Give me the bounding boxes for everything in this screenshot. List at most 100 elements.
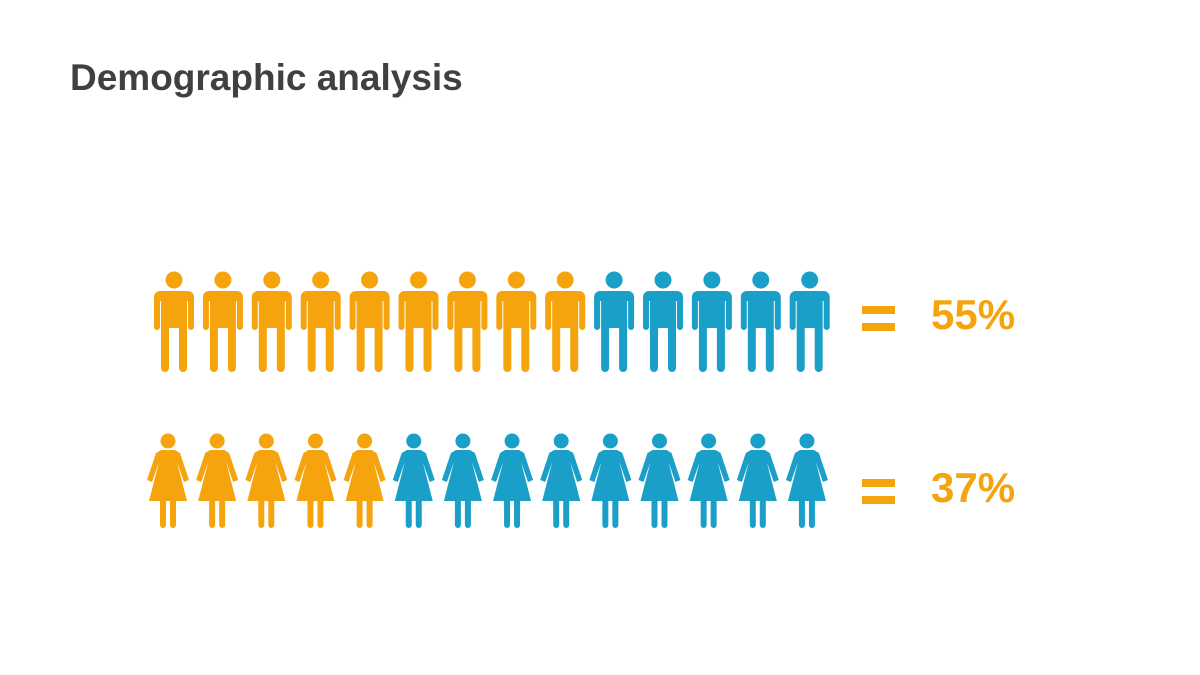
person-icon	[594, 271, 635, 372]
icon-leg	[759, 498, 766, 528]
icon-leg	[170, 498, 176, 528]
icon-leg	[661, 498, 668, 528]
icon-leg	[454, 498, 461, 528]
icon-body	[691, 291, 732, 372]
person-icon	[589, 433, 632, 528]
icon-leg	[563, 498, 570, 528]
person-icon	[300, 271, 341, 372]
icon-body	[540, 450, 583, 501]
icon-head	[361, 271, 379, 289]
person-icon	[343, 433, 386, 528]
icon-body	[251, 291, 292, 372]
icon-body	[594, 291, 635, 372]
icon-leg	[700, 498, 707, 528]
icon-body	[349, 291, 390, 372]
icon-body	[154, 291, 194, 372]
icon-leg	[209, 498, 216, 528]
icon-leg	[356, 498, 363, 528]
icon-head	[750, 433, 766, 449]
person-icon	[441, 433, 484, 528]
icon-body	[643, 291, 683, 372]
icon-body	[245, 450, 288, 501]
icon-head	[263, 271, 281, 289]
icon-body	[589, 450, 632, 501]
icon-head	[605, 271, 623, 289]
icon-leg	[307, 498, 314, 528]
icon-body	[202, 291, 243, 372]
icon-leg	[602, 498, 609, 528]
person-icon	[202, 271, 243, 372]
person-icon	[643, 271, 683, 372]
icon-leg	[160, 498, 166, 528]
icon-head	[406, 433, 422, 449]
icon-head	[654, 271, 672, 289]
person-icon	[491, 433, 534, 528]
icon-leg	[504, 498, 511, 528]
icon-head	[455, 433, 471, 449]
icon-head	[410, 271, 427, 289]
icon-head	[556, 271, 574, 289]
person-icon	[251, 271, 292, 372]
icon-leg	[258, 498, 265, 528]
icon-leg	[553, 498, 560, 528]
person-icon	[740, 271, 781, 372]
person-icon	[691, 271, 732, 372]
icon-head	[214, 271, 232, 289]
icon-body	[196, 450, 239, 501]
icon-body	[447, 291, 488, 372]
icon-body	[398, 291, 439, 372]
icon-head	[801, 271, 819, 289]
icon-head	[165, 271, 183, 289]
icon-leg	[749, 498, 756, 528]
icon-leg	[612, 498, 619, 528]
equals-bar	[862, 323, 895, 331]
person-icon	[196, 433, 239, 528]
icon-body	[392, 450, 435, 501]
icon-body	[740, 291, 781, 372]
person-icon	[496, 271, 537, 372]
equals-bar	[862, 479, 895, 487]
icon-leg	[415, 498, 422, 528]
icon-head	[703, 271, 721, 289]
icon-leg	[219, 498, 226, 528]
icon-body	[736, 450, 779, 501]
icon-leg	[514, 498, 521, 528]
icon-body	[638, 450, 681, 501]
icon-body	[294, 450, 337, 501]
icon-leg	[798, 498, 805, 528]
icon-leg	[405, 498, 412, 528]
person-icon	[147, 433, 189, 528]
icon-head	[458, 271, 476, 289]
percent-label: 55%	[931, 291, 1015, 338]
icon-head	[312, 271, 330, 289]
icon-head	[799, 433, 815, 449]
person-icon	[785, 433, 828, 528]
equals-bar	[862, 496, 895, 504]
person-icon	[447, 271, 488, 372]
icon-leg	[808, 498, 815, 528]
person-icon	[294, 433, 337, 528]
icon-body	[789, 291, 830, 372]
percent-label: 37%	[931, 464, 1015, 511]
icon-head	[209, 433, 225, 449]
icon-head	[357, 433, 373, 449]
person-icon	[349, 271, 390, 372]
icon-head	[701, 433, 717, 449]
person-icon	[154, 271, 194, 372]
icon-body	[687, 450, 730, 501]
icon-leg	[268, 498, 275, 528]
person-icon	[398, 271, 439, 372]
icon-head	[652, 433, 667, 449]
icon-leg	[464, 498, 471, 528]
equals-bar	[862, 306, 895, 314]
icon-body	[545, 291, 586, 372]
person-icon	[687, 433, 730, 528]
icon-head	[602, 433, 618, 449]
icon-head	[258, 433, 274, 449]
icon-head	[307, 433, 323, 449]
icon-leg	[366, 498, 373, 528]
person-icon	[540, 433, 583, 528]
slide-title: Demographic analysis	[70, 57, 463, 98]
person-icon	[392, 433, 435, 528]
